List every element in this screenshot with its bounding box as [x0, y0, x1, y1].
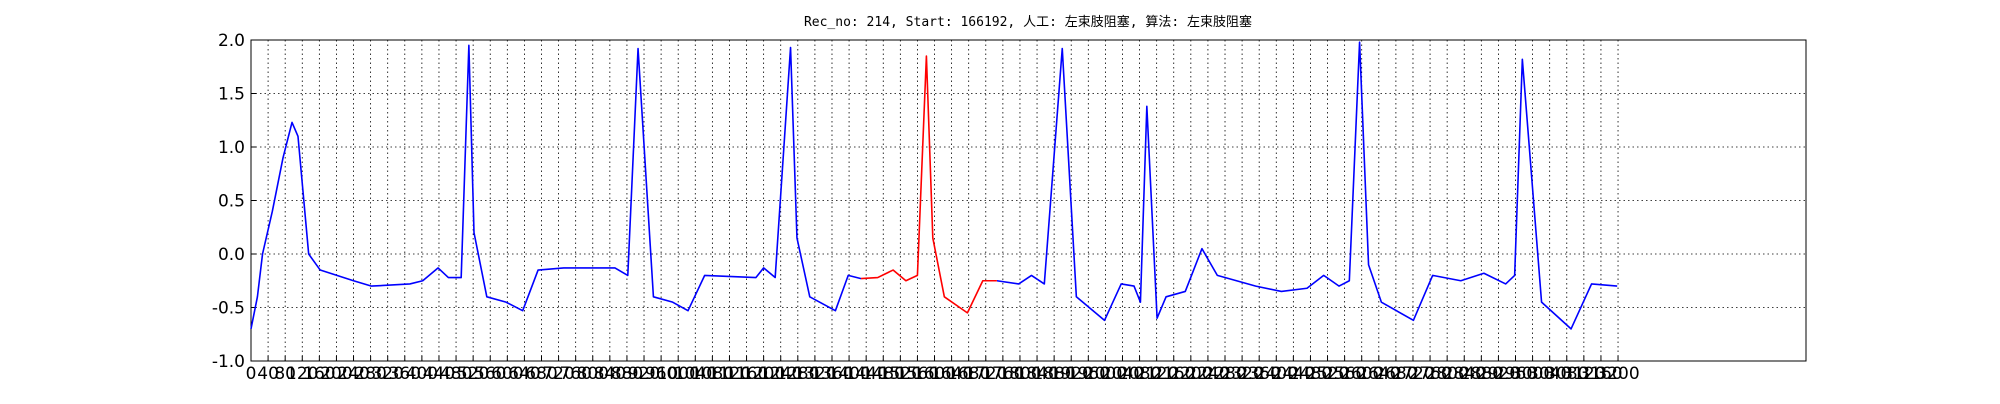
y-tick-label: 1.5 — [218, 85, 245, 105]
x-tick-label: 1480 — [862, 364, 905, 384]
x-tick-label: 480 — [440, 364, 472, 384]
x-tick-label: 1960 — [1067, 364, 1110, 384]
x-tick-label: 1360 — [810, 364, 853, 384]
x-tick-label: 2800 — [1426, 364, 1469, 384]
x-tick-label: 320 — [371, 364, 403, 384]
x-tick-label: 1640 — [930, 364, 973, 384]
x-tick-label: 40 — [257, 364, 279, 384]
x-tick-label: 1680 — [947, 364, 990, 384]
x-tick-label: 1120 — [708, 364, 751, 384]
x-tick-label: 2920 — [1477, 364, 1520, 384]
x-tick-label: 2480 — [1289, 364, 1332, 384]
y-tick-label: 1.0 — [218, 138, 245, 158]
x-tick-label: 1280 — [776, 364, 819, 384]
x-tick-label: 0 — [246, 364, 257, 384]
x-tick-label: 3160 — [1579, 364, 1622, 384]
y-tick-label: 2.0 — [218, 31, 245, 51]
x-tick-label: 280 — [354, 364, 386, 384]
x-tick-label: 1440 — [845, 364, 888, 384]
x-tick-label: 400 — [406, 364, 438, 384]
x-tick-label: 800 — [577, 364, 609, 384]
y-tick-label: 0.5 — [218, 192, 245, 212]
x-tick-label: 120 — [286, 364, 318, 384]
x-tick-label: 3120 — [1562, 364, 1605, 384]
x-tick-label: 1600 — [913, 364, 956, 384]
x-tick-label: 1200 — [742, 364, 785, 384]
x-tick-label: 80 — [274, 364, 296, 384]
x-tick-label: 1880 — [1032, 364, 1075, 384]
x-tick-label: 1400 — [827, 364, 870, 384]
x-tick-label: 1840 — [1015, 364, 1058, 384]
x-tick-label: 3000 — [1511, 364, 1554, 384]
chart-title: Rec_no: 214, Start: 166192, 人工: 左束肢阻塞, 算… — [804, 14, 1252, 30]
ecg-line — [860, 55, 997, 314]
x-tick-label: 640 — [508, 364, 540, 384]
x-tick-label: 920 — [628, 364, 660, 384]
x-tick-label: 2120 — [1135, 364, 1178, 384]
x-tick-label: 2440 — [1272, 364, 1315, 384]
x-tick-label: 560 — [474, 364, 506, 384]
x-tick-label: 2960 — [1494, 364, 1537, 384]
y-tick-label: 0.0 — [218, 245, 245, 265]
x-tick-label: 1320 — [793, 364, 836, 384]
x-tick-label: 1000 — [657, 364, 700, 384]
x-tick-label: 1080 — [691, 364, 734, 384]
x-tick-label: 1920 — [1050, 364, 1093, 384]
x-tick-label: 2560 — [1323, 364, 1366, 384]
x-tick-label: 600 — [491, 364, 523, 384]
x-tick-label: 1800 — [998, 364, 1041, 384]
x-tick-label: 520 — [457, 364, 489, 384]
ecg-line — [250, 41, 1618, 330]
x-tick-label: 1760 — [981, 364, 1024, 384]
x-tick-label: 2720 — [1391, 364, 1434, 384]
x-tick-label: 2280 — [1203, 364, 1246, 384]
x-tick-label: 2600 — [1340, 364, 1383, 384]
y-tick-label: -1.0 — [212, 352, 245, 372]
x-tick-label: 1560 — [896, 364, 939, 384]
x-tick-label: 720 — [542, 364, 574, 384]
x-tick-label: 1040 — [674, 364, 717, 384]
x-tick-label: 2760 — [1408, 364, 1451, 384]
x-tick-label: 3080 — [1545, 364, 1588, 384]
x-tick-label: 960 — [645, 364, 677, 384]
x-tick-label: 680 — [525, 364, 557, 384]
x-tick-label: 840 — [594, 364, 626, 384]
x-tick-label: 2000 — [1084, 364, 1127, 384]
x-tick-label: 240 — [337, 364, 369, 384]
x-tick-label: 2040 — [1101, 364, 1144, 384]
x-tick-label: 2200 — [1169, 364, 1212, 384]
x-tick-label: 2640 — [1357, 364, 1400, 384]
x-tick-label: 2360 — [1238, 364, 1281, 384]
x-tick-label: 1520 — [879, 364, 922, 384]
y-tick-label: -0.5 — [212, 299, 245, 319]
x-tick-label: 2080 — [1118, 364, 1161, 384]
x-tick-label: 2400 — [1255, 364, 1298, 384]
x-tick-label: 2840 — [1443, 364, 1486, 384]
x-tick-label: 760 — [559, 364, 591, 384]
x-tick-label: 880 — [611, 364, 643, 384]
x-tick-label: 360 — [389, 364, 421, 384]
x-tick-label: 2160 — [1152, 364, 1195, 384]
x-tick-label: 440 — [423, 364, 455, 384]
plot-frame — [250, 39, 1807, 362]
x-tick-label: 1720 — [964, 364, 1007, 384]
x-tick-label: 2240 — [1186, 364, 1229, 384]
x-tick-label: 2520 — [1306, 364, 1349, 384]
x-tick-label: 160 — [303, 364, 335, 384]
x-tick-label: 2880 — [1460, 364, 1503, 384]
x-tick-label: 3040 — [1528, 364, 1571, 384]
x-tick-label: 2320 — [1220, 364, 1263, 384]
x-tick-label: 3200 — [1596, 364, 1639, 384]
x-tick-label: 1240 — [759, 364, 802, 384]
x-tick-label: 200 — [320, 364, 352, 384]
x-tick-label: 2680 — [1374, 364, 1417, 384]
x-tick-label: 1160 — [725, 364, 768, 384]
